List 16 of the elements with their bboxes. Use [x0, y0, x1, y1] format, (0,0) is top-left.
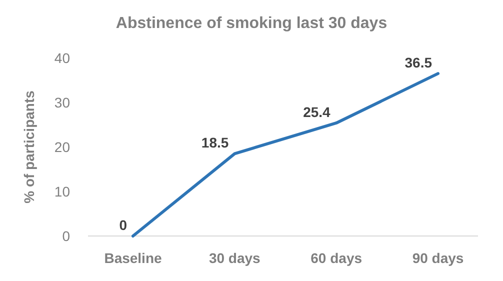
y-tick-label: 40 — [54, 50, 70, 66]
x-tick-label: 30 days — [208, 250, 261, 266]
x-tick-label: Baseline — [104, 250, 162, 266]
y-tick-label: 30 — [54, 94, 70, 110]
x-tick-label: 90 days — [412, 250, 464, 266]
x-tick-label: 60 days — [310, 250, 362, 266]
data-label: 18.5 — [201, 134, 229, 151]
chart-title: Abstinence of smoking last 30 days — [116, 15, 388, 32]
data-label: 36.5 — [404, 54, 432, 71]
y-tick-label: 0 — [62, 228, 70, 244]
data-label: 25.4 — [303, 104, 331, 120]
data-label: 0 — [119, 217, 128, 233]
y-tick-label: 20 — [54, 139, 70, 155]
line-series — [132, 72, 440, 238]
y-tick-label: 10 — [54, 184, 70, 200]
y-axis-title: % of participants — [21, 90, 37, 204]
